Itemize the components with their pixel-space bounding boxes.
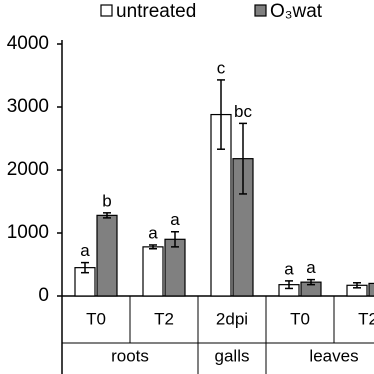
x-tick-label: T0 — [290, 309, 310, 328]
legend-label: untreated — [116, 1, 196, 22]
bar — [142, 246, 164, 297]
y-tick-label: 2000 — [7, 159, 49, 180]
significance-letter: a — [80, 241, 90, 260]
significance-letter: a — [148, 223, 158, 242]
x-tick-label: T2 — [154, 309, 174, 328]
significance-letter: b — [102, 191, 111, 210]
legend-label: O₃wat — [270, 1, 323, 22]
bar — [96, 214, 118, 297]
group-label: galls — [215, 346, 250, 365]
significance-letter: bc — [234, 102, 252, 121]
group-label: roots — [111, 346, 149, 365]
bar — [368, 282, 374, 297]
significance-letter: a — [284, 259, 294, 278]
group-label: leaves — [309, 346, 358, 365]
legend-swatch — [100, 4, 113, 17]
significance-letter: a — [306, 258, 316, 277]
legend-swatch — [254, 4, 267, 17]
y-tick-label: 0 — [38, 285, 49, 306]
y-tick-label: 3000 — [7, 96, 49, 117]
y-tick-label: 4000 — [7, 33, 49, 54]
y-tick-label: 1000 — [7, 222, 49, 243]
x-tick-label: T0 — [86, 309, 106, 328]
significance-letter: a — [170, 210, 180, 229]
bar — [164, 238, 186, 297]
significance-letter: c — [217, 58, 226, 77]
x-tick-label: T2 — [358, 309, 374, 328]
x-tick-label: 2dpi — [216, 309, 248, 328]
